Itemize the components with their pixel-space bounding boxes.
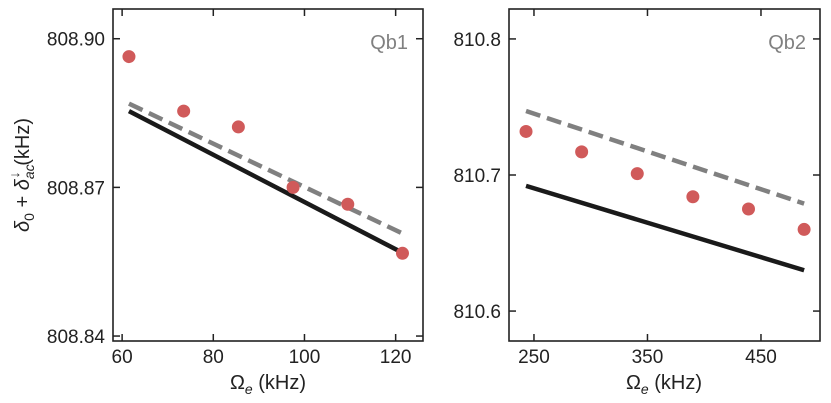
x-tick-label: 100 <box>289 347 321 368</box>
x-tick-label: 350 <box>632 347 664 368</box>
y-tick-label: 808.84 <box>47 327 106 348</box>
panel-label: Qb1 <box>370 32 408 54</box>
x-axis-label: Ωe (kHz) <box>230 372 306 397</box>
solid-model-line <box>127 109 404 255</box>
tick-marks <box>113 9 423 341</box>
data-point <box>177 104 191 118</box>
data-points <box>519 124 811 236</box>
plot-frame <box>508 8 821 342</box>
data-point <box>231 120 245 134</box>
x-axis-label: Ωe (kHz) <box>626 372 702 397</box>
data-point <box>122 50 136 64</box>
data-point <box>686 190 700 204</box>
data-point <box>395 246 409 260</box>
x-tick-label: 80 <box>203 347 224 368</box>
data-point <box>630 167 644 181</box>
data-point <box>741 202 755 216</box>
x-tick-label: 60 <box>112 347 133 368</box>
y-tick-label: 808.90 <box>47 30 105 51</box>
x-tick-label: 120 <box>380 347 412 368</box>
data-point <box>519 124 533 138</box>
data-point <box>797 222 811 236</box>
plot-frame <box>112 8 424 342</box>
y-tick-label: 808.87 <box>47 178 105 199</box>
y-tick-labels: 808.84 808.87 808.90 <box>47 30 106 348</box>
solid-model-line <box>525 183 805 273</box>
panel-qb1: 60 80 100 120 808.84 808.87 808.90 Qb1 Ωe (kH… <box>6 8 424 397</box>
data-points <box>122 50 409 260</box>
panel-label: Qb2 <box>768 32 806 54</box>
x-tick-labels: 250 350 450 <box>518 347 777 368</box>
y-tick-label: 810.6 <box>453 302 501 323</box>
dashed-model-line <box>525 108 805 206</box>
dashed-model-line <box>127 101 404 236</box>
x-tick-labels: 60 80 100 120 <box>112 347 412 368</box>
data-point <box>575 145 589 159</box>
data-point <box>341 197 355 211</box>
tick-marks <box>509 9 820 341</box>
y-tick-label: 810.8 <box>453 30 501 51</box>
model-lines <box>525 108 805 273</box>
x-tick-label: 450 <box>745 347 777 368</box>
y-tick-labels: 810.6 810.7 810.8 <box>453 30 501 323</box>
panel-qb2: 250 350 450 810.6 810.7 810.8 Qb2 Ωe (kHz) <box>453 8 821 397</box>
data-point <box>286 180 300 194</box>
y-axis-label: δ0 + δac↓ (kHz) <box>6 118 37 232</box>
x-tick-label: 250 <box>518 347 550 368</box>
y-tick-label: 810.7 <box>453 166 501 187</box>
model-lines <box>127 101 404 255</box>
